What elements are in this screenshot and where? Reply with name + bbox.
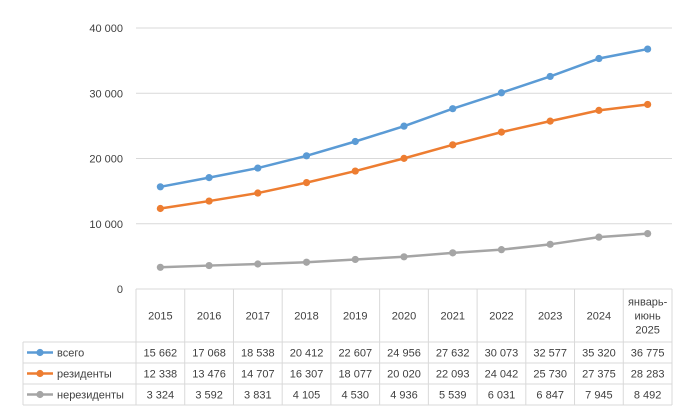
category-label: 2021 (440, 311, 464, 323)
data-label: 4 530 (342, 390, 370, 402)
legend-label: резиденты (57, 369, 112, 381)
data-label: 16 307 (290, 369, 324, 381)
data-point (156, 183, 164, 191)
data-label: 32 577 (533, 348, 567, 360)
series-lines (156, 45, 652, 271)
data-point (449, 141, 457, 149)
data-label: 17 068 (192, 348, 226, 360)
y-tick-label: 10 000 (89, 219, 123, 231)
data-point (644, 229, 652, 238)
data-point (546, 240, 554, 248)
category-label: 2019 (343, 311, 367, 323)
data-point (497, 89, 506, 97)
data-point (546, 117, 554, 125)
data-label: 6 847 (536, 390, 564, 402)
data-label: 3 592 (195, 390, 223, 402)
y-axis: 0 10 000 20 000 30 000 40 000 (89, 23, 123, 296)
data-label: 20 412 (290, 348, 324, 360)
series-line-0 (160, 47, 648, 189)
data-label: 6 031 (488, 390, 516, 402)
data-label: 24 956 (387, 348, 421, 360)
data-label: 3 324 (147, 390, 175, 402)
data-point (254, 189, 262, 197)
category-label: 2017 (246, 311, 270, 323)
data-label: 18 538 (241, 348, 275, 360)
category-label: 2020 (392, 311, 416, 323)
data-label: 20 020 (387, 369, 421, 381)
data-point (254, 260, 262, 268)
legend-label: всего (57, 348, 84, 360)
data-table: 2015 2016 2017 2018 2019 2020 2021 2022 2023 2024… (22, 288, 673, 406)
y-tick-label: 0 (117, 284, 123, 296)
data-point (302, 152, 311, 160)
data-point (400, 154, 408, 162)
data-point (497, 128, 506, 136)
data-label: 15 662 (144, 348, 178, 360)
data-point (644, 45, 652, 53)
data-label: 22 093 (436, 369, 470, 381)
data-label: 28 283 (631, 369, 665, 381)
data-point (497, 246, 506, 254)
category-label: 2024 (587, 311, 611, 323)
legend-label: нерезиденты (57, 390, 124, 402)
data-label: 36 775 (631, 348, 665, 360)
data-label: 27 375 (582, 369, 616, 381)
gridlines (136, 27, 672, 225)
data-label: 3 831 (244, 390, 272, 402)
data-label: 8 492 (634, 390, 662, 402)
data-point (351, 167, 359, 175)
data-point (595, 106, 603, 114)
category-label: 2015 (148, 311, 172, 323)
data-point (302, 258, 311, 266)
legend-key-marker (36, 369, 44, 378)
category-label: 2023 (538, 311, 562, 323)
data-label: 22 607 (338, 348, 372, 360)
data-point (205, 261, 213, 270)
data-label: 4 936 (390, 390, 418, 402)
category-label: 2022 (489, 311, 513, 323)
category-label: 2025 (635, 325, 659, 337)
data-label: 18 077 (338, 369, 372, 381)
data-point (449, 249, 457, 257)
data-point (595, 233, 603, 241)
category-label: июнь (635, 311, 661, 323)
data-point (400, 122, 408, 130)
data-point (156, 263, 164, 271)
data-point (254, 164, 262, 172)
data-point (156, 204, 164, 213)
data-label: 24 042 (485, 369, 519, 381)
data-point (302, 178, 311, 187)
data-label: 35 320 (582, 348, 616, 360)
category-label: 2018 (294, 311, 318, 323)
data-point (546, 72, 554, 81)
series-line-2 (160, 232, 648, 269)
data-point (644, 100, 652, 109)
category-label: 2016 (197, 311, 221, 323)
data-point (205, 197, 213, 205)
data-point (351, 255, 359, 264)
data-point (205, 174, 213, 182)
data-label: 12 338 (144, 369, 178, 381)
y-tick-label: 40 000 (89, 23, 123, 35)
data-label: 27 632 (436, 348, 470, 360)
data-point (400, 253, 408, 261)
data-label: 4 105 (293, 390, 321, 402)
legend-key-marker (36, 390, 44, 399)
data-label: 14 707 (241, 369, 275, 381)
data-label: 30 073 (485, 348, 519, 360)
data-label: 25 730 (533, 369, 567, 381)
data-label: 7 945 (585, 390, 613, 402)
data-label: 5 539 (439, 390, 467, 402)
data-point (595, 54, 603, 63)
y-tick-label: 30 000 (89, 88, 123, 100)
data-point (351, 137, 359, 146)
data-point (449, 105, 457, 113)
y-tick-label: 20 000 (89, 154, 123, 166)
legend-key-marker (36, 348, 44, 357)
data-label: 13 476 (192, 369, 226, 381)
category-label: январь- (628, 297, 668, 309)
